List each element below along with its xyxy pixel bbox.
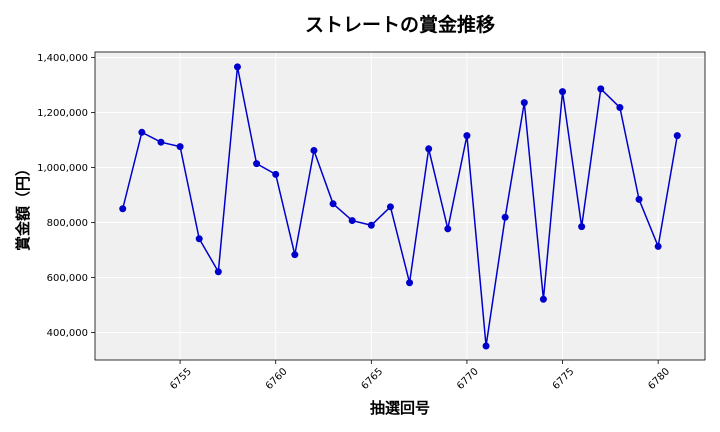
y-tick-label: 400,000 bbox=[47, 328, 88, 339]
data-point bbox=[253, 160, 261, 168]
x-tick-label: 6760 bbox=[264, 366, 290, 392]
data-point bbox=[310, 146, 318, 154]
series bbox=[119, 63, 681, 350]
y-tick-label: 600,000 bbox=[47, 273, 88, 284]
y-axis-label: 賞金額（円） bbox=[14, 161, 32, 251]
data-point bbox=[578, 223, 586, 231]
data-point bbox=[482, 342, 490, 350]
y-tick-label: 1,400,000 bbox=[37, 53, 88, 64]
x-tick-label: 6780 bbox=[646, 366, 672, 392]
y-tick-label: 800,000 bbox=[47, 218, 88, 229]
data-point bbox=[616, 104, 624, 112]
data-point bbox=[444, 225, 452, 233]
data-point bbox=[559, 88, 567, 96]
data-point bbox=[329, 200, 337, 208]
data-point bbox=[138, 128, 146, 136]
data-point bbox=[425, 145, 433, 153]
x-tick-label: 6755 bbox=[168, 366, 194, 392]
x-tick-label: 6770 bbox=[455, 366, 481, 392]
plot-frame bbox=[94, 51, 706, 361]
y-tick-label: 1,200,000 bbox=[37, 108, 88, 119]
data-point bbox=[291, 251, 299, 259]
data-point bbox=[520, 99, 528, 107]
data-point bbox=[406, 279, 414, 287]
x-axis-label: 抽選回号 bbox=[370, 399, 430, 417]
data-point bbox=[348, 217, 356, 225]
series-line bbox=[121, 66, 679, 347]
data-point bbox=[157, 138, 165, 146]
data-point bbox=[386, 203, 394, 211]
x-tick-label: 6765 bbox=[359, 366, 385, 392]
data-point bbox=[597, 85, 605, 93]
data-point bbox=[654, 242, 662, 250]
data-point bbox=[673, 132, 681, 140]
data-point bbox=[463, 132, 471, 140]
data-point bbox=[272, 170, 280, 178]
plot-area bbox=[95, 52, 705, 360]
data-point bbox=[119, 205, 127, 213]
data-point bbox=[233, 63, 241, 71]
data-point bbox=[195, 235, 203, 243]
data-point bbox=[635, 195, 643, 203]
x-tick-label: 6775 bbox=[551, 366, 577, 392]
chart-title: ストレートの賞金推移 bbox=[305, 13, 495, 36]
data-point bbox=[539, 295, 547, 303]
data-point bbox=[501, 213, 509, 221]
y-tick-label: 1,000,000 bbox=[37, 163, 88, 174]
data-point bbox=[176, 143, 184, 151]
data-point bbox=[214, 268, 222, 276]
data-point bbox=[367, 221, 375, 229]
grid bbox=[95, 52, 705, 360]
